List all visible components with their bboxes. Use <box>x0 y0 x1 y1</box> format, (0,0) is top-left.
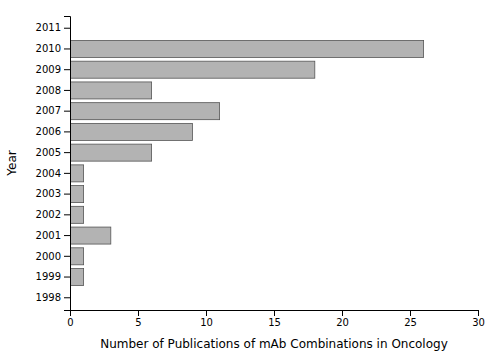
y-tick: 2004 <box>36 168 70 179</box>
x-tick-label: 0 <box>67 317 73 328</box>
y-tick-mark <box>64 194 70 195</box>
y-axis-line <box>64 17 71 311</box>
y-tick-mark <box>64 173 70 174</box>
x-tick-mark <box>410 310 411 316</box>
bar <box>70 123 192 140</box>
y-tick: 2006 <box>36 126 70 137</box>
bar <box>70 61 315 78</box>
plot: 0 5 10 15 20 25 30 1998 1999 2000 2001 2002 2003 2004… <box>36 17 485 329</box>
x-tick: 20 <box>336 310 349 328</box>
y-tick-mark <box>64 256 70 257</box>
x-tick: 10 <box>200 310 213 328</box>
x-axis: 0 5 10 15 20 25 30 <box>67 310 485 328</box>
bar <box>70 144 152 161</box>
bars <box>70 40 424 285</box>
y-tick-label: 2003 <box>36 188 61 199</box>
y-tick-label: 1999 <box>36 271 61 282</box>
x-tick-mark <box>342 310 343 316</box>
y-tick-label: 2011 <box>36 22 61 33</box>
x-tick-label: 20 <box>336 317 349 328</box>
x-tick-mark <box>274 310 275 316</box>
bar <box>70 186 84 203</box>
y-axis-title: Year <box>5 150 19 176</box>
x-tick: 0 <box>67 310 73 328</box>
x-tick: 15 <box>268 310 281 328</box>
y-tick-mark <box>64 28 70 29</box>
y-tick-label: 2008 <box>36 85 61 96</box>
y-tick: 2010 <box>36 43 70 54</box>
y-tick-mark <box>64 90 70 91</box>
y-tick: 2005 <box>36 147 70 158</box>
x-tick-label: 25 <box>404 317 417 328</box>
y-tick-mark <box>64 235 70 236</box>
y-tick: 2009 <box>36 64 70 75</box>
y-tick-label: 2005 <box>36 147 61 158</box>
y-axis: 1998 1999 2000 2001 2002 2003 2004 2005 2006 2007… <box>36 17 71 311</box>
bar <box>70 165 84 182</box>
x-tick: 5 <box>135 310 141 328</box>
y-tick-mark <box>64 297 70 298</box>
bar <box>70 40 424 57</box>
bar <box>70 248 84 265</box>
y-tick-label: 2004 <box>36 168 61 179</box>
y-tick: 2007 <box>36 105 70 116</box>
y-tick-label: 2010 <box>36 43 61 54</box>
y-tick-mark <box>64 131 70 132</box>
y-tick: 1998 <box>36 292 70 303</box>
y-tick-label: 1998 <box>36 292 61 303</box>
y-tick: 2000 <box>36 251 70 262</box>
y-tick-mark <box>64 48 70 49</box>
x-tick-label: 5 <box>135 317 141 328</box>
y-tick-mark <box>64 111 70 112</box>
x-tick-label: 15 <box>268 317 281 328</box>
y-tick-label: 2009 <box>36 64 61 75</box>
y-tick-mark <box>64 152 70 153</box>
y-tick-mark <box>64 69 70 70</box>
y-tick: 1999 <box>36 271 70 282</box>
x-tick: 30 <box>472 310 485 328</box>
bar <box>70 269 84 286</box>
x-tick-mark <box>478 310 479 316</box>
x-tick-mark <box>206 310 207 316</box>
y-tick-label: 2002 <box>36 209 61 220</box>
y-tick-mark <box>64 277 70 278</box>
y-tick-label: 2000 <box>36 251 61 262</box>
x-axis-title: Number of Publications of mAb Combinatio… <box>100 337 448 351</box>
y-tick: 2001 <box>36 230 70 241</box>
y-tick-label: 2001 <box>36 230 61 241</box>
bar <box>70 206 84 223</box>
y-tick: 2002 <box>36 209 70 220</box>
y-tick: 2011 <box>36 22 70 33</box>
y-tick-mark <box>64 214 70 215</box>
y-tick-label: 2007 <box>36 105 61 116</box>
y-tick-label: 2006 <box>36 126 61 137</box>
bar <box>70 227 111 244</box>
bar <box>70 82 152 99</box>
y-tick: 2008 <box>36 85 70 96</box>
x-tick-label: 30 <box>472 317 485 328</box>
x-tick-label: 10 <box>200 317 213 328</box>
y-tick: 2003 <box>36 188 70 199</box>
bar <box>70 103 220 120</box>
chart: 0 5 10 15 20 25 30 1998 1999 2000 2001 2002 2003 2004… <box>0 0 500 360</box>
x-tick-mark <box>138 310 139 316</box>
x-axis-line <box>71 311 479 317</box>
x-tick: 25 <box>404 310 417 328</box>
